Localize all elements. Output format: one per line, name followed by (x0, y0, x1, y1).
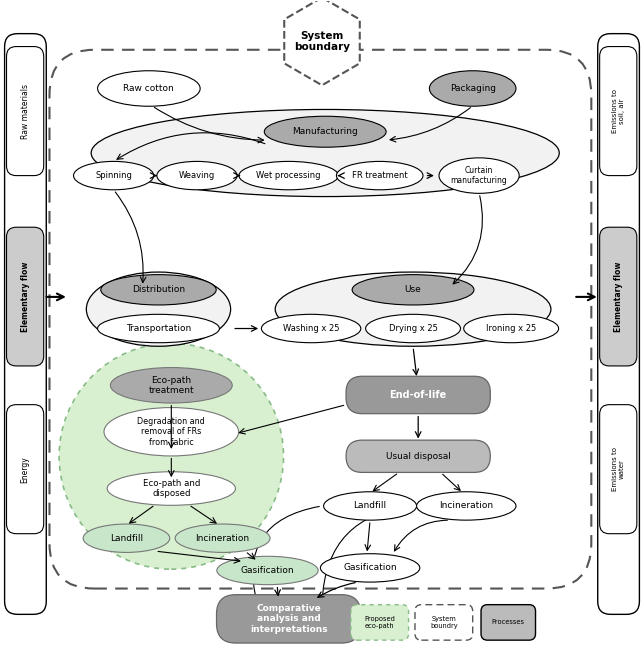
Text: Proposed
eco-path: Proposed eco-path (365, 616, 395, 629)
Text: Processes: Processes (491, 619, 524, 625)
Text: System
boundry: System boundry (430, 616, 458, 629)
Ellipse shape (430, 71, 516, 106)
Text: Incineration: Incineration (196, 534, 250, 543)
Ellipse shape (98, 314, 220, 343)
Text: Distribution: Distribution (132, 285, 185, 294)
Ellipse shape (464, 314, 558, 343)
FancyBboxPatch shape (598, 34, 639, 614)
Ellipse shape (275, 272, 551, 346)
Text: Incineration: Incineration (439, 502, 493, 511)
Polygon shape (284, 0, 360, 86)
Text: Emissions to
soil, air: Emissions to soil, air (612, 89, 625, 133)
FancyBboxPatch shape (481, 605, 536, 640)
FancyBboxPatch shape (600, 404, 637, 534)
Text: Drying x 25: Drying x 25 (388, 324, 437, 333)
FancyBboxPatch shape (346, 440, 490, 472)
Text: Elementary flow: Elementary flow (21, 262, 30, 332)
Text: Manufacturing: Manufacturing (292, 127, 358, 136)
Ellipse shape (323, 492, 417, 520)
Text: Gasification: Gasification (241, 566, 294, 575)
FancyBboxPatch shape (6, 227, 44, 366)
FancyBboxPatch shape (351, 605, 408, 640)
Ellipse shape (157, 161, 237, 190)
FancyBboxPatch shape (216, 595, 361, 643)
FancyBboxPatch shape (6, 404, 44, 534)
Ellipse shape (264, 116, 386, 147)
Ellipse shape (110, 367, 232, 403)
Text: Comparative
analysis and
interpretations: Comparative analysis and interpretations (250, 604, 327, 634)
Ellipse shape (104, 408, 239, 456)
Circle shape (59, 343, 283, 569)
Ellipse shape (261, 314, 361, 343)
Ellipse shape (352, 275, 474, 305)
Text: Spinning: Spinning (95, 171, 132, 180)
Text: FR treatment: FR treatment (352, 171, 408, 180)
Ellipse shape (91, 110, 559, 196)
Ellipse shape (107, 472, 236, 505)
Ellipse shape (100, 275, 216, 305)
Text: Curtain
manufacturing: Curtain manufacturing (451, 166, 507, 185)
Text: Landfill: Landfill (110, 534, 143, 543)
Text: Wet processing: Wet processing (256, 171, 321, 180)
Text: End-of-life: End-of-life (390, 390, 447, 400)
Text: Transportation: Transportation (126, 324, 191, 333)
Text: Usual disposal: Usual disposal (386, 452, 451, 461)
Text: Raw materials: Raw materials (21, 84, 30, 139)
Ellipse shape (239, 161, 338, 190)
Ellipse shape (83, 524, 170, 552)
Text: Packaging: Packaging (450, 84, 496, 93)
FancyBboxPatch shape (415, 605, 473, 640)
Text: Ironing x 25: Ironing x 25 (486, 324, 536, 333)
Text: Raw cotton: Raw cotton (124, 84, 175, 93)
Ellipse shape (86, 272, 231, 346)
FancyBboxPatch shape (5, 34, 46, 614)
FancyBboxPatch shape (600, 47, 637, 176)
Text: Energy: Energy (21, 456, 30, 483)
Text: Landfill: Landfill (354, 502, 386, 511)
Text: Emissions to
water: Emissions to water (612, 447, 625, 491)
Ellipse shape (175, 524, 270, 552)
FancyBboxPatch shape (6, 47, 44, 176)
Text: Eco-path
treatment: Eco-path treatment (149, 376, 194, 395)
FancyBboxPatch shape (346, 376, 490, 413)
Text: Weaving: Weaving (179, 171, 215, 180)
Ellipse shape (366, 314, 460, 343)
Text: Elementary flow: Elementary flow (614, 262, 623, 332)
Text: Eco-path and
disposed: Eco-path and disposed (142, 479, 200, 498)
Ellipse shape (217, 556, 318, 584)
Text: Washing x 25: Washing x 25 (283, 324, 339, 333)
Ellipse shape (98, 71, 200, 106)
FancyBboxPatch shape (600, 227, 637, 366)
Text: System
boundary: System boundary (294, 30, 350, 52)
Ellipse shape (321, 553, 420, 582)
Ellipse shape (73, 161, 154, 190)
Ellipse shape (417, 492, 516, 520)
Text: Gasification: Gasification (343, 563, 397, 572)
Ellipse shape (336, 161, 423, 190)
Text: Use: Use (404, 285, 421, 294)
Text: Degradation and
removal of FRs
from fabric: Degradation and removal of FRs from fabr… (137, 417, 205, 446)
Ellipse shape (439, 158, 519, 193)
